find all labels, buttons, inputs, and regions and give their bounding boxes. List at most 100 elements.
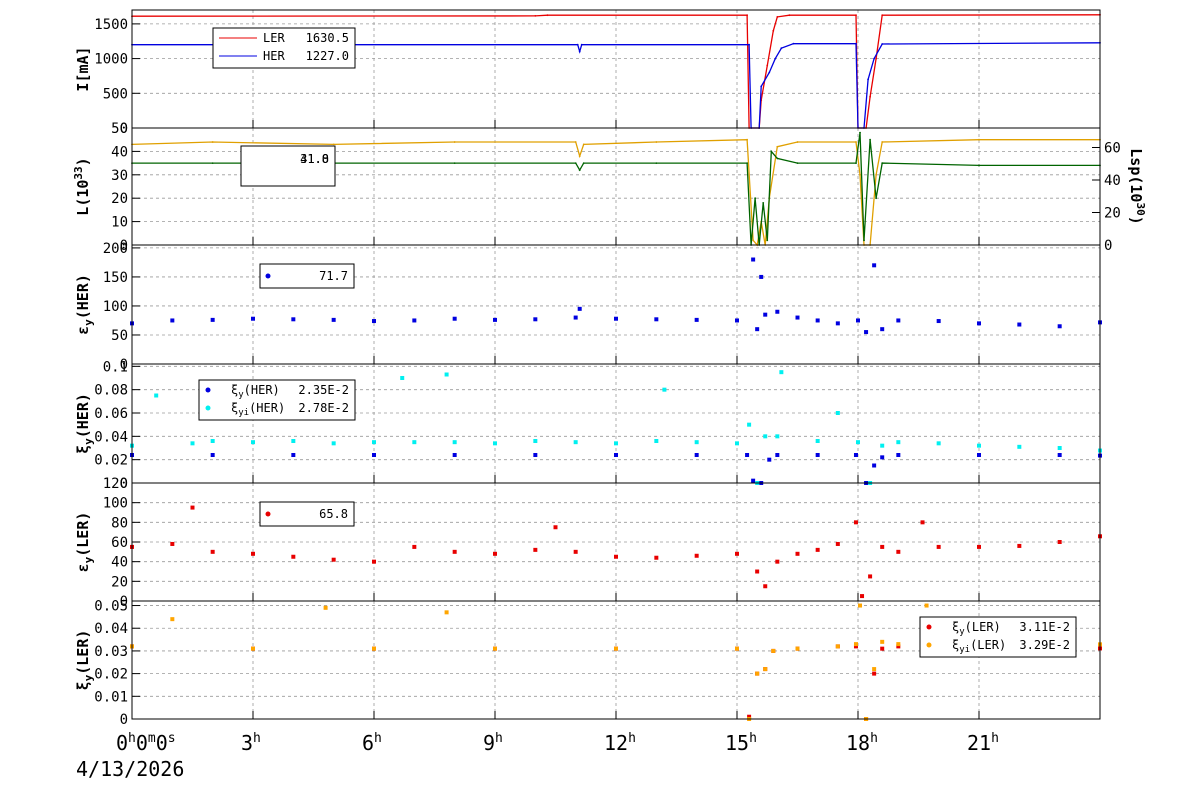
- data-point: [533, 547, 538, 552]
- data-point: [766, 239, 769, 242]
- data-point: [780, 47, 783, 50]
- panel-6: 0 0.01 0.02 0.03 0.04 0.05 ξy(LER) ξy(LER) 3.11E…: [74, 599, 1102, 728]
- data-point: [170, 318, 175, 323]
- legend-box: [259, 263, 355, 289]
- x-tick-label: 15h: [725, 731, 757, 755]
- data-point: [210, 453, 215, 457]
- data-point: [855, 162, 857, 165]
- y2-axis-label: Lsp(1030): [1127, 148, 1147, 224]
- data-point: [372, 440, 376, 445]
- data-point: [754, 197, 757, 200]
- data-point: [869, 95, 871, 98]
- legend-label: ξyi(HER): [231, 401, 285, 418]
- data-point: [795, 646, 800, 651]
- y-tick-label: 0.02: [94, 667, 128, 683]
- data-point: [210, 439, 215, 443]
- legend-marker: [205, 387, 211, 393]
- y-tick-label: 120: [103, 476, 128, 492]
- data-point: [867, 78, 869, 81]
- x-tick-label: 0h0m0s: [116, 731, 176, 755]
- data-point: [936, 441, 941, 446]
- data-point: [614, 554, 618, 559]
- data-point: [745, 453, 750, 457]
- data-point: [815, 547, 820, 552]
- data-point: [835, 644, 840, 649]
- data-point: [251, 646, 255, 651]
- y-tick-label: 100: [103, 299, 128, 315]
- data-point: [880, 544, 885, 549]
- data-point: [853, 642, 858, 647]
- y-tick-label: 200: [103, 241, 128, 257]
- data-point: [614, 316, 618, 321]
- data-point: [1057, 540, 1062, 544]
- data-point: [444, 372, 449, 377]
- legend: ξy(HER) 2.35E-2 ξyi(HER) 2.78E-2: [198, 379, 356, 421]
- data-point: [1057, 446, 1062, 450]
- legend-value: 3.29E-2: [1019, 638, 1070, 652]
- data-point: [654, 555, 659, 560]
- panel-5: 0 20 40 60 80 100 120 εy(LER) 65.8: [74, 476, 1102, 610]
- legend: LER 1630.5 HER 1227.0: [212, 27, 356, 69]
- data-point: [452, 453, 457, 457]
- legend-marker: [265, 273, 271, 279]
- data-point: [880, 455, 885, 460]
- y-tick-label: 0.04: [94, 429, 128, 445]
- data-point: [211, 162, 214, 165]
- series-line-ler: [131, 14, 1101, 129]
- x-tick-label: 18h: [846, 731, 878, 755]
- data-point: [835, 321, 840, 326]
- data-point: [582, 143, 585, 146]
- data-point: [896, 440, 901, 445]
- data-point: [452, 549, 457, 554]
- legend-box: [212, 27, 356, 69]
- data-point: [154, 393, 159, 398]
- y2-tick-label: 20: [1104, 206, 1121, 222]
- y-tick-label: 0.02: [94, 453, 128, 469]
- data-point: [978, 138, 980, 141]
- data-point: [859, 131, 861, 134]
- data-point: [835, 541, 840, 546]
- data-point: [1017, 322, 1022, 327]
- data-point: [875, 197, 878, 200]
- data-point: [662, 387, 667, 392]
- data-point: [694, 453, 699, 457]
- y-tick-label: 0.05: [94, 599, 128, 615]
- data-point: [444, 610, 449, 615]
- data-point: [896, 644, 901, 649]
- data-point: [735, 551, 739, 556]
- data-point: [779, 370, 784, 375]
- data-point: [573, 315, 578, 320]
- data-point: [853, 453, 858, 457]
- data-point: [453, 141, 456, 143]
- legend-label: ξy(HER): [231, 383, 280, 400]
- data-point: [190, 441, 195, 446]
- y-axis-label: εy(HER): [74, 274, 95, 335]
- y-tick-label: 150: [103, 270, 128, 286]
- data-point: [880, 639, 885, 644]
- data-point: [774, 57, 777, 60]
- data-point: [573, 440, 578, 445]
- data-point: [881, 141, 884, 143]
- data-point: [452, 440, 457, 445]
- data-point: [760, 85, 763, 88]
- data-point: [291, 453, 296, 457]
- legend-marker: [926, 642, 932, 648]
- data-point: [493, 551, 497, 556]
- data-point: [770, 150, 773, 153]
- data-point: [748, 43, 750, 46]
- panel-4: 0 0.02 0.04 0.06 0.08 0.1 ξy(HER) ξy(HER) 2.35E-…: [74, 359, 1102, 492]
- y-tick-label: 100: [103, 496, 128, 512]
- data-point: [815, 318, 820, 323]
- data-point: [372, 319, 376, 324]
- data-point: [211, 141, 214, 143]
- data-point: [771, 648, 776, 653]
- data-point: [936, 544, 941, 549]
- data-point: [860, 594, 865, 599]
- data-point: [936, 319, 941, 324]
- data-point: [291, 554, 296, 559]
- data-point: [875, 173, 878, 176]
- panel-frame: [131, 244, 1101, 365]
